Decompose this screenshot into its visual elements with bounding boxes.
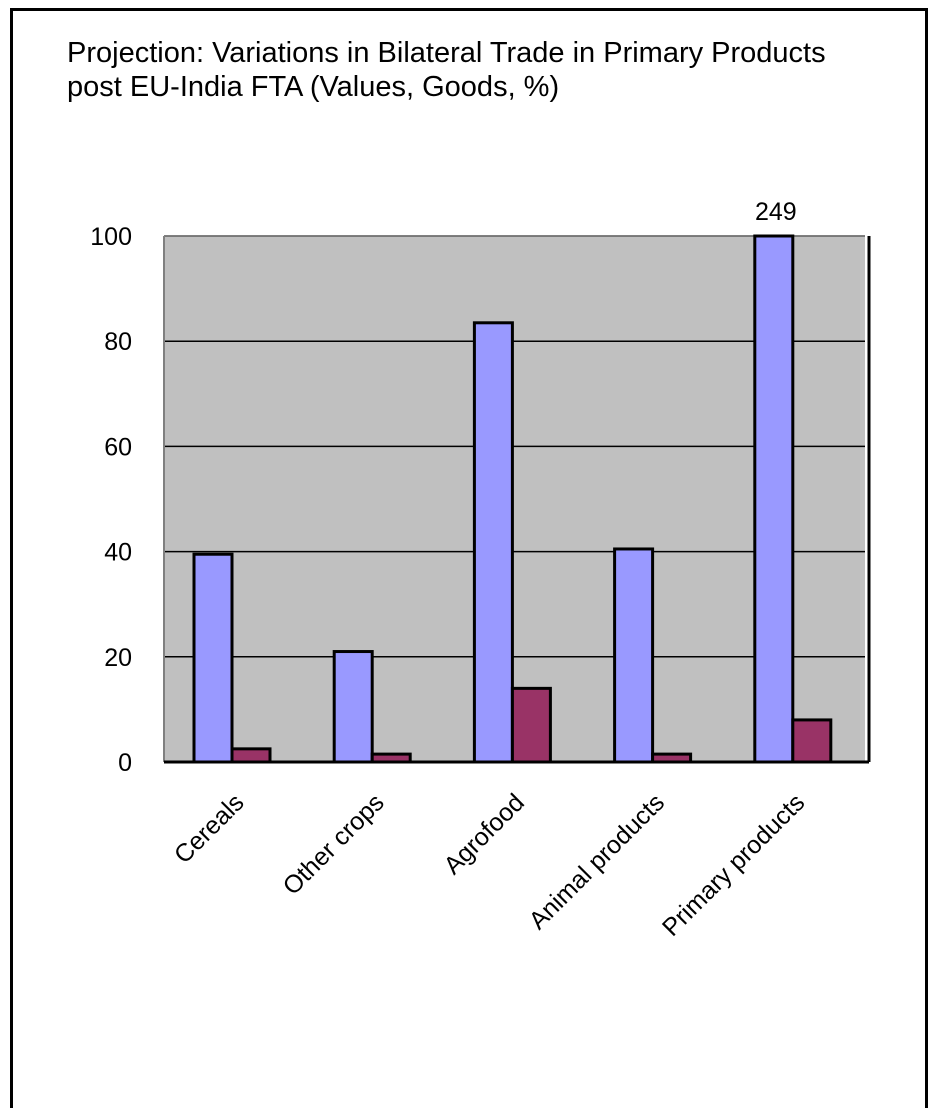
x-tick-label: Animal products: [524, 788, 671, 935]
y-tick-label: 100: [90, 223, 132, 251]
y-tick-label: 20: [104, 644, 132, 672]
bar: [651, 752, 693, 764]
plot-area: [164, 236, 865, 762]
y-tick-label: 60: [104, 433, 132, 461]
figure-frame: [10, 8, 928, 1108]
bar: [230, 747, 272, 764]
x-tick-label: Agrofood: [438, 788, 530, 880]
y-tick-label: 80: [104, 328, 132, 356]
bar: [192, 552, 234, 764]
chart-title: Projection: Variations in Bilateral Trad…: [67, 37, 826, 104]
bar: [510, 686, 552, 764]
bar: [791, 718, 833, 764]
bar: [472, 321, 514, 764]
bar: [753, 234, 795, 764]
x-tick-label: Other crops: [278, 788, 390, 900]
bar: [332, 650, 374, 764]
bar: [613, 547, 655, 764]
x-tick-label: Primary products: [657, 788, 810, 941]
y-tick-label: 0: [118, 749, 132, 777]
bar: [370, 752, 412, 764]
y-tick-label: 40: [104, 539, 132, 567]
data-label: 249: [755, 198, 797, 226]
x-tick-label: Cereals: [169, 788, 250, 869]
